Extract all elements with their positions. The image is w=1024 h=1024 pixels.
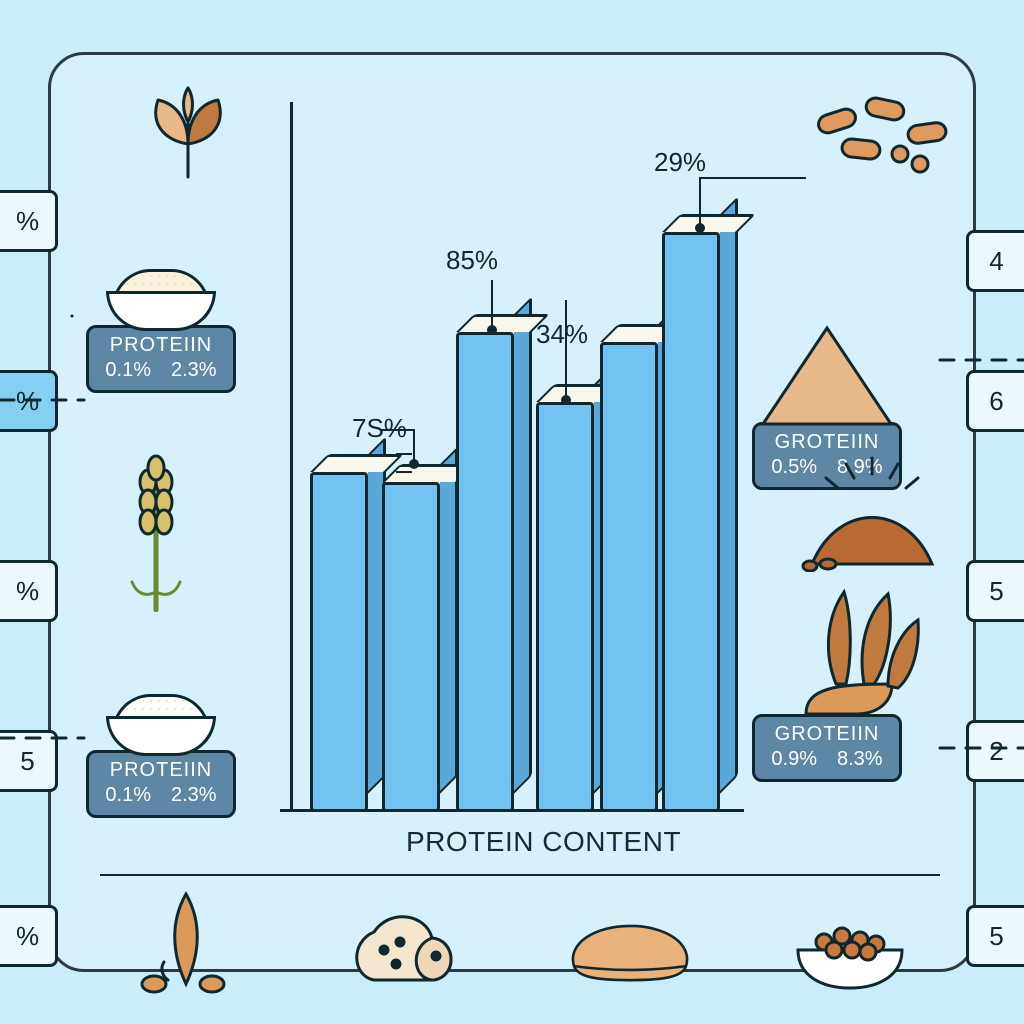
nuts-icon — [340, 884, 480, 994]
protein-bar-chart: 7S% 85% 34% 29% — [290, 112, 720, 812]
bar — [600, 342, 658, 812]
card-value-1: 0.1% — [105, 784, 151, 807]
wheat-stalk-icon — [126, 442, 186, 612]
card-title: PROTEIIN — [103, 334, 219, 357]
card-value-2: 2.3% — [171, 784, 217, 807]
scale-tick: % — [0, 190, 58, 252]
nutrient-card: PROTEIIN0.1% 2.3% — [86, 700, 236, 818]
nutrient-card: GROTEIIN0.9% 8.3% — [752, 710, 902, 782]
scale-tick: % — [0, 370, 58, 432]
card-title: PROTEIIN — [103, 759, 219, 782]
bar — [536, 402, 594, 812]
food-icon-strip — [100, 874, 940, 994]
scale-tick: 5 — [0, 730, 58, 792]
card-value-1: 0.9% — [771, 748, 817, 771]
card-title: GROTEIIN — [769, 723, 885, 746]
grain-pile-icon — [757, 320, 897, 430]
wheat-bowl-icon — [766, 568, 936, 718]
leaf-icon — [128, 82, 248, 182]
bar — [662, 232, 720, 812]
card-value-1: 0.1% — [105, 359, 151, 382]
card-title: GROTEIIN — [769, 431, 885, 454]
card-value-2: 2.3% — [171, 359, 217, 382]
bar-value-label: 7S% — [352, 413, 407, 444]
wheat-ear-icon — [120, 884, 260, 994]
bar — [310, 472, 368, 812]
bar — [456, 332, 514, 812]
bar-value-label: 34% — [536, 319, 588, 350]
seed-pile-icon — [792, 452, 952, 572]
scale-tick: % — [0, 905, 58, 967]
scale-tick: 2 — [966, 720, 1024, 782]
bread-icon — [560, 884, 700, 994]
card-value-2: 8.3% — [837, 748, 883, 771]
grain-bowl-icon — [106, 700, 216, 756]
seed-bowl-icon — [780, 884, 920, 994]
scale-tick: 6 — [966, 370, 1024, 432]
y-axis — [290, 102, 293, 812]
grain-bowl-icon — [106, 275, 216, 331]
scale-tick: 5 — [966, 905, 1024, 967]
nutrient-card: PROTEIIN0.1% 2.3% — [86, 275, 236, 393]
bar-value-label: 29% — [654, 147, 706, 178]
x-axis-title: PROTEIN CONTENT — [406, 826, 681, 858]
scale-tick: % — [0, 560, 58, 622]
bar-value-label: 85% — [446, 245, 498, 276]
capsules-icon — [808, 94, 958, 204]
bar — [382, 482, 440, 812]
scale-tick: 4 — [966, 230, 1024, 292]
scale-tick: 5 — [966, 560, 1024, 622]
